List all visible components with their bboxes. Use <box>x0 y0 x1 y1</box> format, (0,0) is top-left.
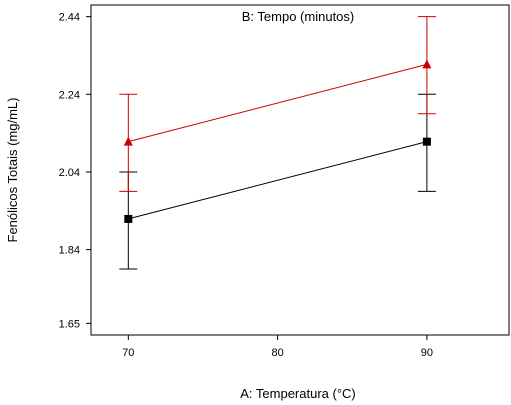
series-1 <box>119 16 436 192</box>
y-tick-label: 1.65 <box>59 318 80 330</box>
data-point-square <box>422 137 431 146</box>
x-tick-label: 90 <box>421 347 433 359</box>
data-point-square <box>124 214 133 223</box>
series-line <box>128 141 428 220</box>
plot-area-frame <box>90 4 510 336</box>
data-point-triangle <box>123 136 133 146</box>
y-tick-label: 2.24 <box>59 89 80 101</box>
series-group <box>119 16 436 270</box>
y-tick-label: 1.84 <box>59 245 80 257</box>
legend-title: B: Tempo (minutos) <box>242 9 354 24</box>
y-tick-label: 2.44 <box>59 12 80 24</box>
x-tick-label: 70 <box>122 347 134 359</box>
x-axis-ticks: 70 80 90 <box>122 335 433 359</box>
x-tick-label: 80 <box>271 347 283 359</box>
data-point-triangle <box>422 59 432 69</box>
y-tick-label: 2.04 <box>59 167 80 179</box>
y-axis-title: Fenólicos Totais (mg/mL) <box>5 98 20 243</box>
x-axis-title: A: Temperatura (°C) <box>240 386 356 401</box>
series-line <box>128 63 428 143</box>
series-0 <box>119 93 436 270</box>
y-axis-ticks: 1.65 1.84 2.04 2.24 2.44 <box>59 12 91 330</box>
